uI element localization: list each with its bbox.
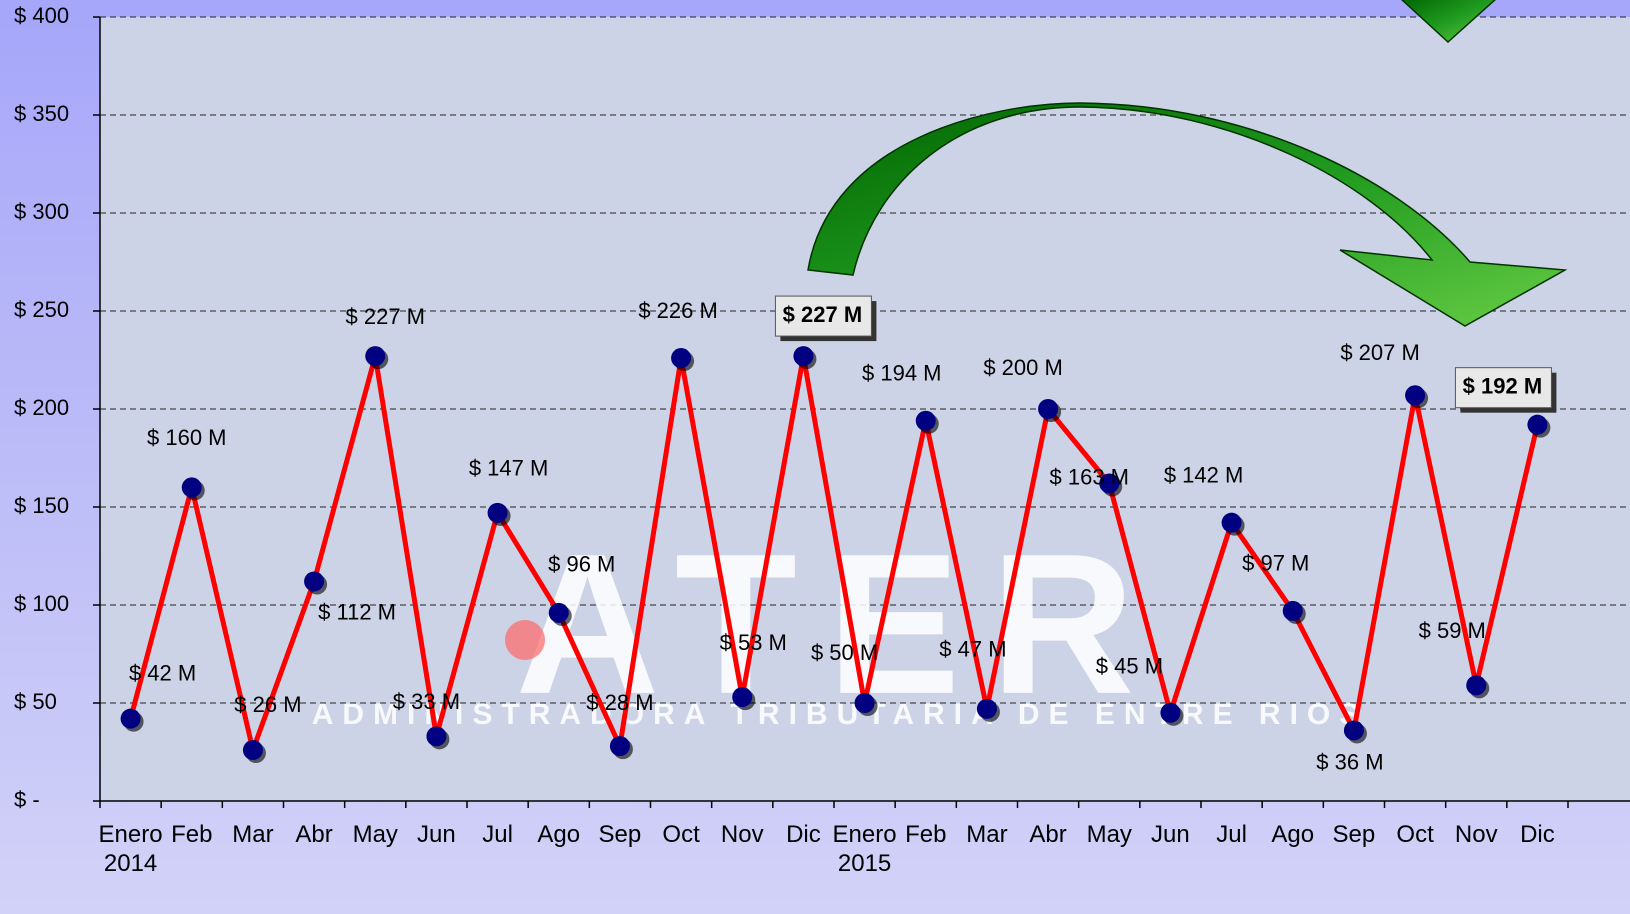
value-label: $ 207 M xyxy=(1340,340,1420,365)
y-tick-label: $ 50 xyxy=(14,689,57,714)
x-tick-label: Sep xyxy=(598,821,642,848)
x-tick-label: Ago xyxy=(1271,821,1315,848)
marker xyxy=(242,740,263,761)
marker xyxy=(181,477,202,498)
y-tick-label: $ 150 xyxy=(14,493,69,518)
x-tick-label: Dic xyxy=(1520,821,1555,848)
value-label: $ 226 M xyxy=(638,298,718,323)
x-tick-label: Oct xyxy=(1396,821,1434,848)
value-label: $ 47 M xyxy=(939,637,1006,662)
y-tick-label: $ - xyxy=(14,787,40,812)
label-box xyxy=(774,295,872,337)
x-tick-label: Sep xyxy=(1332,821,1376,848)
value-label: $ 50 M xyxy=(811,640,878,665)
marker xyxy=(854,693,875,713)
marker xyxy=(1527,414,1548,435)
marker xyxy=(915,410,936,431)
value-label: $ 192 M xyxy=(1463,373,1543,398)
y-tick-label: $ 350 xyxy=(14,101,69,126)
x-tick-label: Mar xyxy=(966,821,1008,848)
x-tick-label: Jul xyxy=(1216,821,1247,848)
arrow xyxy=(807,102,1568,327)
y-tick-label: $ 250 xyxy=(14,297,69,322)
x-tick-label: Jul xyxy=(482,821,513,848)
x-tick-label: Nov xyxy=(1454,821,1498,848)
x-tick-label: Enero 2014 xyxy=(98,821,163,877)
x-tick-label: Jun xyxy=(1151,821,1190,848)
marker xyxy=(1221,512,1242,533)
x-tick-label: Enero 2015 xyxy=(832,821,897,877)
value-label: $ 163 M xyxy=(1050,464,1130,489)
value-label: $ 28 M xyxy=(586,690,653,715)
value-label: $ 160 M xyxy=(147,425,227,450)
marker xyxy=(487,502,508,523)
value-label: $ 112 M xyxy=(318,599,396,624)
watermark-dot xyxy=(505,620,545,660)
x-tick-label: Mar xyxy=(232,821,274,848)
x-tick-label: Oct xyxy=(662,821,700,848)
value-label: $ 53 M xyxy=(720,630,787,655)
arrow xyxy=(1401,0,1496,44)
y-tick-label: $ 300 xyxy=(14,199,69,224)
marker xyxy=(426,726,447,747)
value-label: $ 227 M xyxy=(346,304,426,329)
x-tick-label: May xyxy=(1086,821,1132,848)
label-box xyxy=(1454,367,1552,409)
marker xyxy=(1405,385,1426,406)
x-tick-label: Jun xyxy=(417,821,456,848)
x-tick-label: Abr xyxy=(295,821,333,848)
marker xyxy=(548,602,569,623)
value-label: $ 227 M xyxy=(783,302,863,327)
x-tick-label: Dic xyxy=(786,821,821,848)
marker xyxy=(793,346,814,367)
value-label: $ 45 M xyxy=(1096,654,1163,679)
value-label: $ 42 M xyxy=(129,660,196,685)
marker xyxy=(365,346,386,367)
value-label: $ 36 M xyxy=(1316,749,1383,774)
y-tick-label: $ 400 xyxy=(14,3,69,28)
marker xyxy=(1038,399,1059,419)
marker xyxy=(304,571,325,592)
value-label: $ 97 M xyxy=(1242,551,1309,576)
marker xyxy=(1343,720,1364,741)
value-label: $ 142 M xyxy=(1164,462,1244,487)
value-label: $ 26 M xyxy=(234,692,301,717)
value-label: $ 200 M xyxy=(983,355,1063,380)
x-tick-label: Ago xyxy=(537,821,581,848)
marker xyxy=(609,736,630,757)
x-tick-label: Abr xyxy=(1029,821,1067,848)
value-label: $ 96 M xyxy=(548,552,615,577)
value-label: $ 59 M xyxy=(1419,618,1486,643)
watermark-title: ATER xyxy=(515,513,1165,736)
value-label: $ 147 M xyxy=(469,456,549,481)
x-tick-label: Nov xyxy=(720,821,764,848)
line xyxy=(128,353,1540,753)
x-tick-label: Feb xyxy=(171,821,213,848)
y-tick-label: $ 100 xyxy=(14,591,69,616)
marker xyxy=(732,687,753,708)
marker xyxy=(1466,675,1487,696)
marker xyxy=(671,348,692,369)
x-tick-label: May xyxy=(352,821,398,848)
marker xyxy=(1160,702,1181,723)
marker xyxy=(120,708,141,729)
value-label: $ 194 M xyxy=(862,361,942,386)
x-tick-label: Feb xyxy=(905,821,947,848)
marker xyxy=(1282,600,1303,621)
y-tick-label: $ 200 xyxy=(14,395,69,420)
marker xyxy=(976,698,997,719)
value-label: $ 33 M xyxy=(393,689,460,714)
marker xyxy=(1099,473,1120,494)
watermark-subtitle: ADMINISTRADORA TRIBUTARIA DE ENTRE RIOS xyxy=(312,698,1369,731)
